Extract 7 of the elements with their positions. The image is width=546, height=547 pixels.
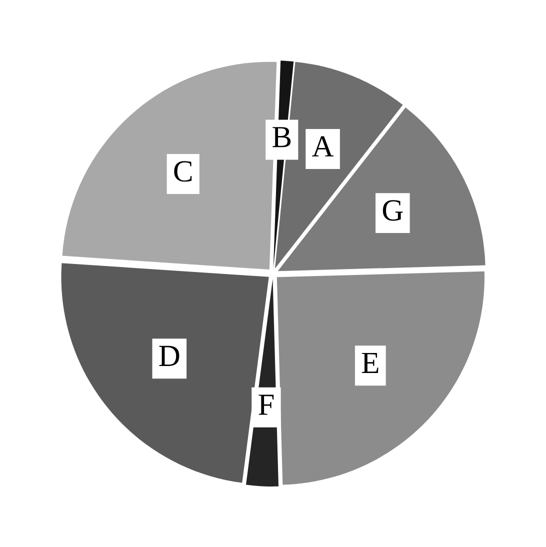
slice-label: D [159,346,180,366]
slice-label: E [362,352,378,373]
slice-label: F [258,394,274,415]
slice-label: B [272,127,291,148]
slice-label: G [382,200,403,221]
slice-label: A [312,136,334,156]
slice-label: C [174,161,192,182]
